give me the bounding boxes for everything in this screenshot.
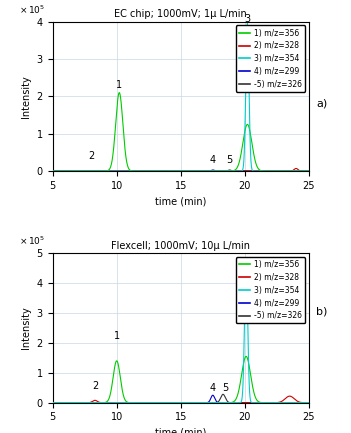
Text: 2: 2 — [92, 381, 98, 391]
Text: 2: 2 — [88, 151, 94, 161]
Legend: 1) m/z=356, 2) m/z=328, 3) m/z=354, 4) m/z=299, -5) m/z=326: 1) m/z=356, 2) m/z=328, 3) m/z=354, 4) m… — [236, 257, 305, 323]
Text: 3: 3 — [244, 14, 251, 24]
Text: $\times\,10^5$: $\times\,10^5$ — [19, 235, 45, 247]
X-axis label: time (min): time (min) — [155, 196, 206, 207]
Text: 4: 4 — [210, 155, 216, 165]
Legend: 1) m/z=356, 2) m/z=328, 3) m/z=354, 4) m/z=299, -5) m/z=326: 1) m/z=356, 2) m/z=328, 3) m/z=354, 4) m… — [236, 26, 305, 92]
Text: 1: 1 — [114, 330, 120, 340]
X-axis label: time (min): time (min) — [155, 428, 206, 433]
Title: EC chip; 1000mV; 1μ L/min: EC chip; 1000mV; 1μ L/min — [114, 10, 247, 19]
Text: 4: 4 — [210, 384, 216, 394]
Y-axis label: Intensity: Intensity — [21, 307, 31, 349]
Text: b): b) — [316, 307, 327, 317]
Text: 5: 5 — [226, 155, 233, 165]
Title: Flexcell; 1000mV; 10μ L/min: Flexcell; 1000mV; 10μ L/min — [111, 241, 250, 251]
Y-axis label: Intensity: Intensity — [21, 75, 31, 118]
Text: a): a) — [316, 99, 327, 109]
Text: 5: 5 — [223, 384, 229, 394]
Text: 1: 1 — [116, 80, 122, 90]
Text: $\times\,10^5$: $\times\,10^5$ — [19, 3, 45, 16]
Text: 3: 3 — [243, 277, 249, 287]
